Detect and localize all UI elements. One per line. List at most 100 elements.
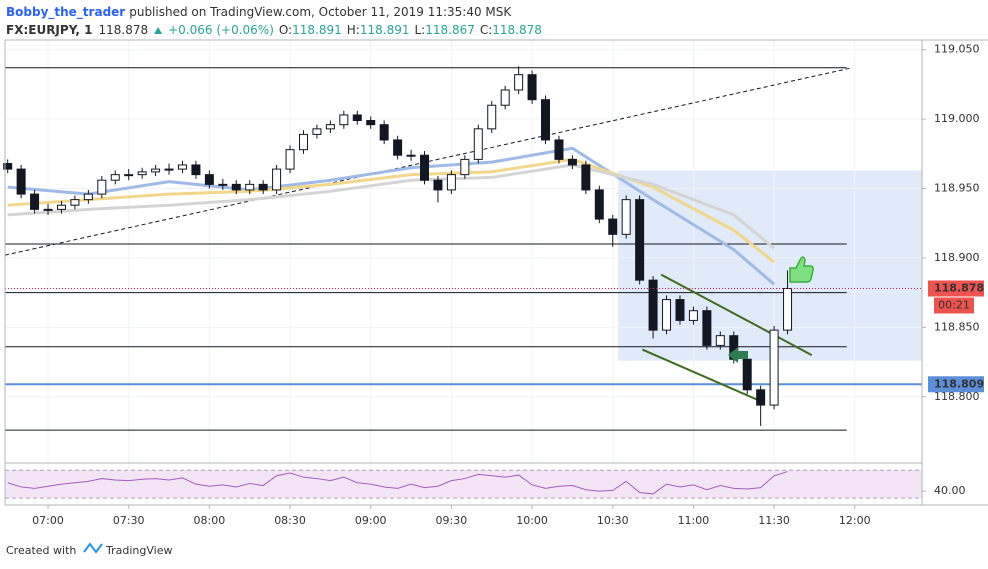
candle-body <box>231 183 241 191</box>
o: 118.891 <box>292 23 342 37</box>
x-tick-label: 07:00 <box>32 514 64 527</box>
candle-body <box>635 199 645 281</box>
candle-body <box>433 179 443 191</box>
y-tick-label: 119.050 <box>934 43 980 56</box>
y-tick-label: 118.800 <box>934 390 980 403</box>
candle-body <box>352 114 362 122</box>
candle-body <box>594 189 604 220</box>
candle-body <box>258 183 268 191</box>
x-tick-label: 10:30 <box>597 514 629 527</box>
candle-body <box>473 128 483 160</box>
x-tick-label: 11:30 <box>758 514 790 527</box>
candle-body <box>662 299 672 331</box>
y-tick-label: 119.000 <box>934 112 980 125</box>
blue-level-tag <box>928 376 984 393</box>
x-tick-label: 12:00 <box>839 514 871 527</box>
candle-body <box>769 329 779 406</box>
candle-body <box>43 208 53 211</box>
moving-average <box>7 163 776 250</box>
last: 118.878 <box>98 23 148 37</box>
c: 118.878 <box>492 23 542 37</box>
candle-body <box>446 174 456 191</box>
candle-body <box>245 183 255 191</box>
rsi-band <box>5 470 922 499</box>
candle-body <box>97 179 107 195</box>
blue-level-label: 118.809 <box>934 377 984 390</box>
candle-body <box>298 133 308 151</box>
y-tick-label: 118.950 <box>934 182 980 195</box>
candle-body <box>204 174 214 185</box>
candle-body <box>621 199 631 235</box>
x-tick-label: 07:30 <box>113 514 145 527</box>
author: Bobby_the_trader <box>6 5 125 20</box>
candle-body <box>16 168 26 195</box>
mark-layer <box>3 66 922 495</box>
candle-body <box>420 154 430 181</box>
candle-body <box>325 124 335 130</box>
candle-body <box>527 74 537 101</box>
footer: Created with <box>6 544 76 557</box>
candle-body <box>756 389 766 406</box>
header-line-1: Bobby_the_trader published on TradingView… <box>6 5 512 20</box>
moving-average <box>7 157 776 264</box>
candle-body <box>675 299 685 321</box>
candle-body <box>312 128 322 135</box>
candle-body <box>56 204 66 210</box>
candle-body <box>514 74 524 91</box>
candle-body <box>715 335 725 346</box>
candle-body <box>487 104 497 130</box>
candle-body <box>272 168 282 191</box>
grid-layer <box>5 40 926 509</box>
candle-body <box>567 158 577 166</box>
candle-body <box>688 310 698 321</box>
published: published on TradingView.com, October 11… <box>129 5 512 19</box>
candle-body <box>379 124 389 141</box>
y-tick-label: 118.900 <box>934 251 980 264</box>
candle-body <box>3 163 13 170</box>
rsi-line <box>7 471 788 495</box>
candle-body <box>783 287 793 331</box>
candle-body <box>83 193 93 201</box>
h-label: H: <box>347 23 360 37</box>
trendline <box>4 67 853 256</box>
candle-body <box>608 218 618 235</box>
countdown-label: 00:21 <box>938 298 970 311</box>
header-line-2: FX:EURJPY, 1 118.878 +0.066 (+0.06%) O:118.… <box>6 23 542 37</box>
candle-body <box>554 139 564 160</box>
l-label: L: <box>414 23 425 37</box>
rsi-y-tick-label: 40.00 <box>934 484 966 497</box>
candle-body <box>648 279 658 331</box>
candle-body <box>191 164 201 176</box>
candle-body <box>124 174 134 177</box>
symbol: FX:EURJPY, 1 <box>6 23 92 37</box>
change: +0.066 (+0.06%) <box>168 23 274 37</box>
arrow-icon <box>728 347 748 363</box>
candle-body <box>110 174 120 181</box>
x-tick-label: 09:00 <box>355 514 387 527</box>
candle-body <box>30 193 40 210</box>
brand-logo <box>83 542 103 554</box>
last-price-tag <box>928 280 984 297</box>
candle-body <box>541 99 551 141</box>
candle-body <box>164 168 174 171</box>
candle-body <box>366 120 376 126</box>
candle-body <box>742 358 752 391</box>
candle-body <box>393 139 403 156</box>
countdown-tag <box>934 297 974 314</box>
candle-body <box>500 89 510 106</box>
c-label: C: <box>480 23 492 37</box>
candle-body <box>406 154 416 157</box>
h: 118.891 <box>360 23 410 37</box>
annotation-icons <box>728 256 814 363</box>
candle-body <box>285 149 295 170</box>
x-tick-label: 10:00 <box>516 514 548 527</box>
candle-body <box>137 171 147 176</box>
brand: TradingView <box>105 544 172 557</box>
candle-body <box>460 158 470 176</box>
candle-body <box>218 183 228 186</box>
candle-body <box>151 168 161 173</box>
y-tick-label: 118.850 <box>934 320 980 333</box>
up-triangle-icon <box>154 27 163 34</box>
candle-body <box>177 164 187 170</box>
